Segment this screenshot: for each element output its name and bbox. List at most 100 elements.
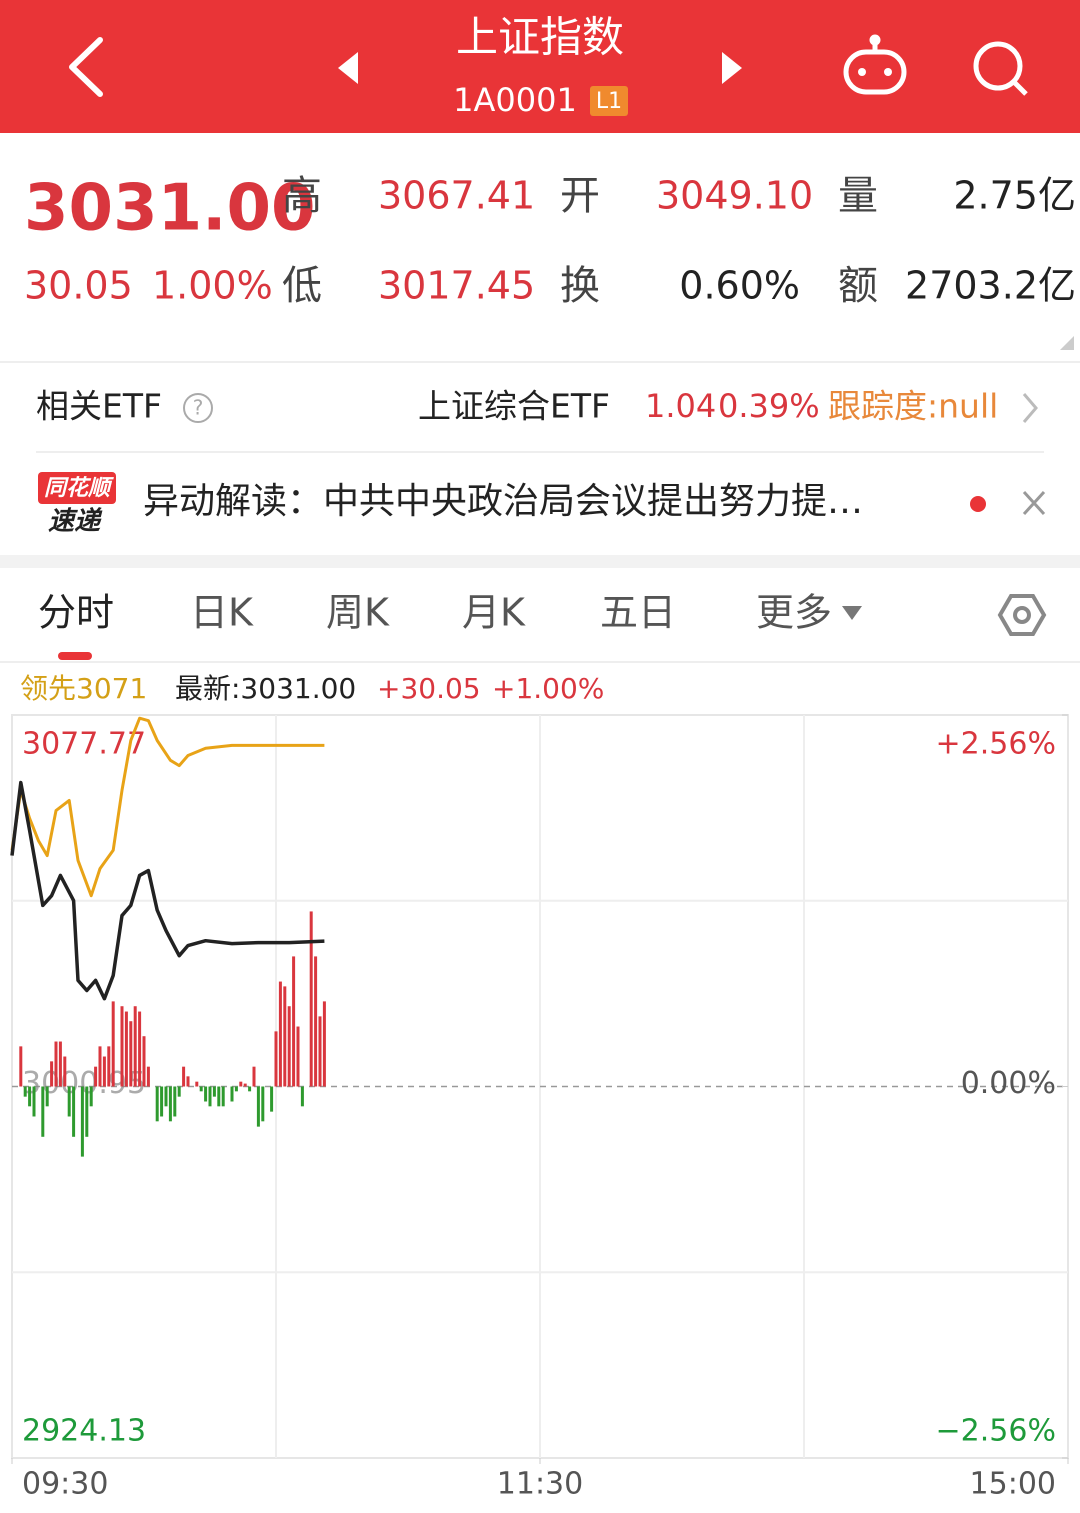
legend-change: +30.05 — [377, 672, 481, 705]
bar — [94, 1066, 98, 1087]
bar — [138, 1011, 142, 1087]
robot-icon[interactable] — [843, 34, 907, 95]
bar — [243, 1083, 247, 1087]
bar — [129, 1021, 133, 1087]
expand-corner[interactable] — [1060, 336, 1074, 350]
news-text[interactable]: 异动解读：中共中央政治局会议提出努力提… — [143, 481, 863, 522]
bar — [221, 1086, 225, 1107]
settings-icon[interactable] — [997, 594, 1047, 636]
bar — [124, 1011, 128, 1087]
field-value: 2.75亿 — [953, 174, 1076, 218]
bar — [182, 1066, 186, 1087]
bar — [63, 1056, 67, 1087]
etf-name[interactable]: 上证综合ETF — [418, 387, 610, 426]
bar — [296, 1026, 300, 1087]
x-tick-label: 09:30 — [22, 1467, 108, 1502]
bar — [173, 1086, 177, 1117]
legend-lead: 领先3071 — [20, 672, 147, 705]
section-gap — [0, 555, 1080, 568]
bar — [278, 981, 282, 1087]
dropdown-arrow — [842, 606, 862, 620]
etf-tracking: 跟踪度:null — [828, 387, 998, 426]
series-line — [10, 716, 325, 898]
etf-price: 1.04 — [645, 387, 716, 425]
legend-pct: +1.00% — [492, 672, 604, 705]
search-icon[interactable] — [973, 41, 1028, 96]
bar — [164, 1086, 168, 1107]
bar — [217, 1086, 221, 1107]
bar — [261, 1086, 265, 1122]
news-badge-top: 同花顺 — [44, 476, 114, 501]
price-change: 30.05 — [24, 264, 133, 308]
etf-label: 相关ETF — [36, 387, 162, 426]
x-tick-label: 15:00 — [970, 1467, 1056, 1502]
bar — [23, 1086, 27, 1097]
field-label: 额 — [838, 263, 878, 309]
next-button[interactable] — [722, 52, 742, 84]
close-button[interactable] — [1022, 490, 1046, 516]
chart: 3077.773000.952924.13+2.56%0.00%−2.56%09… — [10, 714, 1069, 1502]
bar — [256, 1086, 260, 1127]
legend-latest: 最新:3031.00 — [175, 672, 356, 705]
bar — [199, 1086, 203, 1092]
tab[interactable]: 日K — [190, 591, 254, 635]
bar — [102, 1056, 106, 1087]
bar — [314, 956, 318, 1087]
prev-button[interactable] — [338, 52, 358, 84]
bar — [274, 1031, 278, 1087]
help-icon[interactable]: ? — [183, 393, 213, 423]
title: 上证指数 — [456, 13, 624, 62]
field-value: 0.60% — [679, 264, 800, 308]
y-tick-label: 2924.13 — [22, 1414, 146, 1449]
bar — [67, 1086, 71, 1117]
last-price: 3031.00 — [24, 172, 316, 246]
chevron[interactable] — [1022, 393, 1038, 423]
bar — [32, 1086, 36, 1117]
field-label: 量 — [838, 173, 878, 219]
level-badge: L1 — [596, 89, 622, 114]
tab[interactable]: 更多 — [756, 591, 832, 635]
field-value: 2703.2亿 — [905, 264, 1076, 308]
tab[interactable]: 月K — [462, 591, 526, 635]
bar — [142, 1036, 146, 1087]
field-value: 3067.41 — [378, 174, 535, 218]
bar — [160, 1086, 164, 1117]
bar — [252, 1066, 256, 1087]
field-value: 3049.10 — [656, 174, 813, 218]
bar — [41, 1086, 45, 1137]
bar — [155, 1086, 159, 1122]
bar — [133, 1006, 137, 1087]
bar — [204, 1086, 208, 1102]
field-label: 高 — [282, 173, 322, 219]
back-button[interactable] — [69, 37, 103, 97]
bar — [98, 1046, 102, 1087]
bar — [28, 1086, 32, 1107]
y2-tick-label: +2.56% — [936, 727, 1056, 762]
bar — [146, 1066, 150, 1087]
tab[interactable]: 周K — [326, 591, 390, 635]
bar — [234, 1086, 238, 1092]
tab-indicator — [58, 652, 92, 660]
bar — [322, 1001, 326, 1087]
bar — [72, 1086, 76, 1137]
bar — [120, 1006, 124, 1087]
bar — [230, 1086, 234, 1102]
y2-tick-label: −2.56% — [936, 1414, 1056, 1449]
svg-text:?: ? — [193, 396, 204, 420]
bar — [287, 1006, 291, 1087]
unread-dot — [970, 496, 986, 512]
stock-code: 1A0001 — [453, 81, 577, 119]
bar — [89, 1086, 93, 1107]
tab-active[interactable]: 分时 — [38, 591, 114, 635]
bar — [177, 1086, 181, 1097]
bar — [50, 1061, 54, 1087]
field-label: 开 — [560, 173, 600, 219]
bar — [318, 1016, 322, 1087]
bar — [300, 1086, 304, 1107]
bar — [248, 1086, 252, 1092]
tab[interactable]: 五日 — [600, 591, 676, 635]
news-badge-bg — [38, 472, 116, 504]
field-label: 换 — [560, 263, 600, 309]
